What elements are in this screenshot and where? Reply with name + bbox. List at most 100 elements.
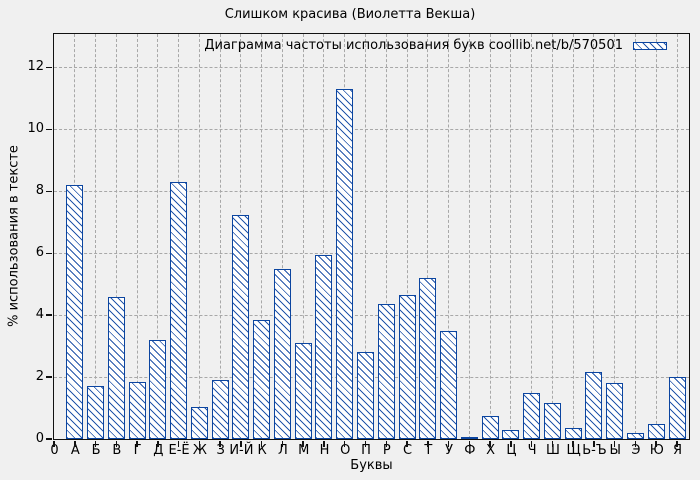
v-gridline xyxy=(365,34,366,439)
y-tick-label: 0 xyxy=(35,430,44,446)
y-tick-label: 2 xyxy=(35,368,44,384)
v-gridline xyxy=(385,34,387,439)
v-gridline xyxy=(261,34,263,439)
v-gridline xyxy=(593,34,595,439)
y-tick-mark xyxy=(46,438,52,440)
y-tick-label: 4 xyxy=(35,306,44,322)
x-tick-label: Т xyxy=(424,443,433,458)
bar xyxy=(357,352,374,439)
v-gridline xyxy=(489,34,491,439)
x-tick-label: Б xyxy=(91,443,101,458)
bar xyxy=(419,278,437,439)
y-tick-mark xyxy=(46,376,52,378)
bar xyxy=(253,319,271,439)
x-tick-mark xyxy=(219,441,221,447)
x-tick-mark xyxy=(94,441,97,447)
x-tick-mark xyxy=(572,441,574,447)
v-gridline xyxy=(427,34,429,439)
v-gridline xyxy=(157,34,159,439)
x-tick-mark xyxy=(260,441,263,447)
x-tick-label: У xyxy=(445,443,454,458)
v-gridline xyxy=(198,34,200,439)
bar xyxy=(377,304,395,439)
x-tick-label: Э xyxy=(631,443,641,458)
x-tick-mark xyxy=(676,441,678,447)
bar xyxy=(149,339,167,439)
legend-swatch-hatched-bar xyxy=(633,41,667,50)
bar xyxy=(606,383,624,439)
bar xyxy=(523,392,541,439)
bar xyxy=(211,380,229,439)
x-tick-mark xyxy=(74,441,76,447)
bar xyxy=(66,185,84,439)
bar xyxy=(440,330,458,439)
bar xyxy=(543,403,561,439)
x-tick-mark xyxy=(240,441,242,447)
y-tick-mark xyxy=(46,128,52,131)
bar xyxy=(273,268,291,439)
x-axis-label: Буквы xyxy=(350,458,393,473)
y-tick-label: 12 xyxy=(27,59,44,74)
bar xyxy=(668,377,686,439)
bar xyxy=(398,295,416,439)
x-tick-label: Ч xyxy=(527,443,537,458)
x-tick-label: Л xyxy=(278,443,288,458)
x-tick-mark xyxy=(157,441,159,447)
x-tick-label: М xyxy=(298,443,310,458)
v-gridline xyxy=(323,34,325,439)
x-tick-label: Ц xyxy=(506,443,517,458)
y-tick-mark xyxy=(46,190,52,193)
v-gridline xyxy=(406,34,408,439)
h-gridline xyxy=(54,190,689,192)
v-gridline xyxy=(634,34,636,439)
h-gridline xyxy=(54,67,689,69)
x-tick-mark xyxy=(468,441,471,447)
h-gridline xyxy=(54,128,689,130)
bar xyxy=(232,214,250,439)
x-tick-mark xyxy=(551,441,554,447)
bar xyxy=(626,432,644,439)
bar xyxy=(502,429,520,439)
x-tick-label: И-Й xyxy=(229,443,254,458)
v-gridline xyxy=(115,34,117,439)
bar xyxy=(460,437,478,439)
x-tick-label: В xyxy=(112,443,122,458)
x-tick-label: А xyxy=(70,443,80,458)
x-tick-mark xyxy=(427,441,429,447)
bar xyxy=(647,423,665,439)
bar xyxy=(87,386,105,439)
bar xyxy=(128,381,146,439)
bar xyxy=(294,343,312,439)
x-tick-label: О xyxy=(340,443,351,458)
bar xyxy=(170,182,188,439)
x-tick-label: Е-Ё xyxy=(168,443,190,458)
h-gridline xyxy=(54,252,689,254)
x-tick-mark xyxy=(115,441,118,447)
x-tick-label: Ь-Ъ xyxy=(582,443,607,458)
y-tick-label: 10 xyxy=(27,120,44,136)
v-gridline xyxy=(510,34,512,439)
x-tick-mark xyxy=(302,441,304,447)
v-gridline xyxy=(468,34,470,439)
y-tick-mark xyxy=(46,252,52,255)
x-tick-label: Щ xyxy=(566,443,581,458)
x-tick-mark xyxy=(593,441,595,447)
legend-label: Диаграмма частоты использования букв coo… xyxy=(204,38,623,53)
chart-title: Слишком красива (Виолетта Векша) xyxy=(224,7,476,22)
bar xyxy=(585,372,603,439)
x-tick-mark xyxy=(510,441,512,447)
x-tick-mark xyxy=(447,441,450,447)
x-tick-label: Ж xyxy=(192,443,207,458)
x-tick-label: З xyxy=(216,443,225,458)
v-gridline xyxy=(302,34,304,439)
x-tick-mark xyxy=(323,441,325,447)
v-gridline xyxy=(676,34,678,439)
bar xyxy=(315,254,333,439)
y-tick-label: 6 xyxy=(35,244,44,260)
x-tick-mark xyxy=(136,441,138,447)
x-tick-mark xyxy=(530,441,533,447)
x-tick-label: Д xyxy=(153,443,164,458)
x-tick-mark xyxy=(364,441,367,447)
x-tick-label: Г xyxy=(133,443,142,458)
